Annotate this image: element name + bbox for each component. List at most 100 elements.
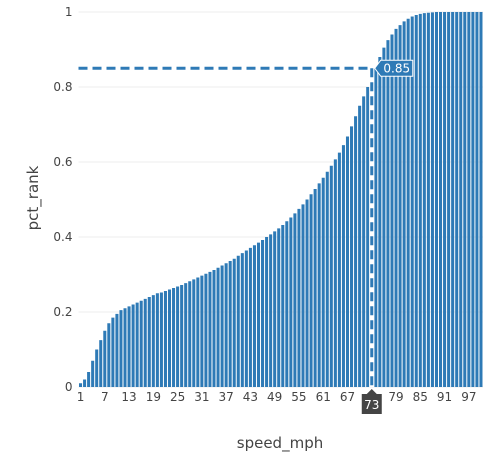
bar[interactable] bbox=[103, 330, 107, 387]
bar[interactable] bbox=[410, 16, 414, 388]
bar[interactable] bbox=[91, 360, 95, 387]
bar[interactable] bbox=[236, 255, 240, 387]
bar[interactable] bbox=[301, 204, 305, 388]
bar[interactable] bbox=[471, 12, 475, 387]
bar[interactable] bbox=[406, 18, 410, 387]
bar[interactable] bbox=[212, 270, 216, 387]
bar[interactable] bbox=[123, 308, 127, 387]
bar[interactable] bbox=[200, 275, 204, 388]
bar[interactable] bbox=[155, 293, 159, 387]
bar[interactable] bbox=[443, 12, 447, 387]
bar[interactable] bbox=[422, 13, 426, 388]
bar[interactable] bbox=[475, 12, 479, 387]
bar[interactable] bbox=[111, 317, 115, 388]
bar[interactable] bbox=[313, 189, 317, 387]
bar[interactable] bbox=[115, 313, 119, 388]
bar[interactable] bbox=[430, 12, 434, 388]
bar[interactable] bbox=[463, 12, 467, 387]
bar[interactable] bbox=[220, 265, 224, 388]
bar[interactable] bbox=[341, 145, 345, 388]
bar[interactable] bbox=[252, 245, 256, 387]
bar[interactable] bbox=[216, 267, 220, 387]
bar[interactable] bbox=[333, 159, 337, 388]
bar[interactable] bbox=[139, 300, 143, 387]
bar[interactable] bbox=[119, 310, 123, 388]
bar[interactable] bbox=[265, 237, 269, 387]
bar[interactable] bbox=[439, 12, 443, 387]
bar[interactable] bbox=[426, 12, 430, 387]
bar[interactable] bbox=[378, 57, 382, 387]
bar[interactable] bbox=[297, 208, 301, 388]
bar[interactable] bbox=[366, 87, 370, 387]
bar[interactable] bbox=[180, 285, 184, 387]
bar[interactable] bbox=[261, 240, 265, 387]
bar[interactable] bbox=[167, 289, 172, 388]
bar[interactable] bbox=[467, 12, 471, 387]
bar[interactable] bbox=[329, 165, 333, 387]
bar[interactable] bbox=[382, 47, 386, 388]
bar[interactable] bbox=[184, 283, 188, 388]
bar[interactable] bbox=[362, 96, 366, 388]
bar[interactable] bbox=[79, 383, 83, 387]
bar[interactable] bbox=[107, 323, 111, 387]
bar[interactable] bbox=[390, 34, 394, 388]
bar[interactable] bbox=[305, 199, 309, 388]
bar[interactable] bbox=[273, 231, 277, 388]
bar[interactable] bbox=[163, 291, 167, 387]
bar[interactable] bbox=[87, 372, 91, 387]
bar[interactable] bbox=[358, 105, 362, 387]
bar[interactable] bbox=[228, 261, 232, 387]
bar[interactable] bbox=[337, 152, 341, 388]
bar[interactable] bbox=[224, 263, 228, 387]
bar[interactable] bbox=[269, 234, 273, 388]
bar[interactable] bbox=[151, 295, 155, 388]
bar[interactable] bbox=[350, 126, 354, 388]
bar[interactable] bbox=[131, 304, 135, 388]
bar[interactable] bbox=[83, 379, 87, 388]
bar[interactable] bbox=[398, 25, 402, 388]
bar[interactable] bbox=[414, 15, 418, 387]
bar[interactable] bbox=[196, 277, 200, 388]
bar[interactable] bbox=[143, 298, 147, 388]
bar[interactable] bbox=[293, 213, 297, 388]
bar[interactable] bbox=[321, 177, 325, 387]
bar[interactable] bbox=[188, 281, 192, 387]
bar[interactable] bbox=[354, 116, 358, 387]
bar[interactable] bbox=[434, 12, 438, 387]
bar[interactable] bbox=[208, 271, 212, 388]
bar[interactable] bbox=[325, 171, 329, 387]
bar[interactable] bbox=[147, 297, 151, 387]
bar[interactable] bbox=[192, 279, 196, 388]
bar[interactable] bbox=[418, 13, 422, 388]
bar[interactable] bbox=[99, 340, 103, 388]
bar[interactable] bbox=[159, 292, 163, 388]
bar[interactable] bbox=[394, 28, 398, 388]
bar[interactable] bbox=[374, 68, 378, 387]
bar[interactable] bbox=[277, 228, 281, 388]
bar[interactable] bbox=[204, 273, 208, 387]
bar[interactable] bbox=[455, 12, 459, 387]
bar[interactable] bbox=[248, 247, 252, 388]
bar[interactable] bbox=[135, 302, 139, 388]
bar[interactable] bbox=[451, 12, 455, 387]
bar[interactable] bbox=[232, 258, 236, 387]
bar[interactable] bbox=[479, 12, 483, 387]
bar[interactable] bbox=[289, 217, 293, 388]
bar[interactable] bbox=[459, 12, 463, 387]
bar[interactable] bbox=[281, 225, 285, 387]
x-tick-label: 19 bbox=[146, 390, 161, 404]
bar[interactable] bbox=[176, 286, 180, 388]
bar[interactable] bbox=[285, 221, 289, 387]
bar[interactable] bbox=[386, 40, 390, 388]
bar[interactable] bbox=[309, 194, 313, 387]
bar[interactable] bbox=[127, 306, 131, 388]
bar[interactable] bbox=[317, 183, 321, 387]
bar[interactable] bbox=[256, 242, 261, 388]
bar[interactable] bbox=[95, 349, 99, 388]
bar[interactable] bbox=[447, 12, 451, 387]
bar[interactable] bbox=[345, 136, 350, 388]
bar[interactable] bbox=[172, 288, 176, 387]
bar[interactable] bbox=[402, 21, 406, 388]
bar[interactable] bbox=[240, 253, 244, 388]
bar[interactable] bbox=[244, 250, 248, 388]
